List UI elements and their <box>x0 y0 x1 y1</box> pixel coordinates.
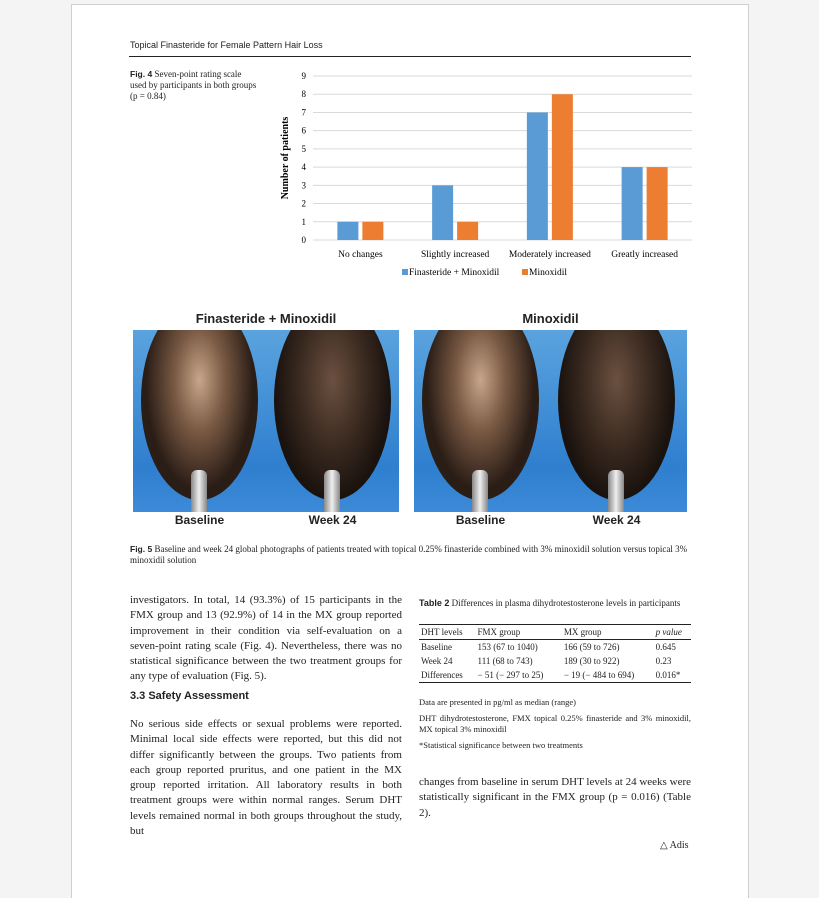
table-cell: − 51 (− 297 to 25) <box>477 670 544 680</box>
y-tick-label: 9 <box>302 71 307 81</box>
table2-caption: Table 2 Differences in plasma dihydrotes… <box>419 598 691 609</box>
bar-finasteride-minoxidil <box>621 167 643 240</box>
table-cell: Week 24 <box>421 656 453 666</box>
table-header: MX group <box>563 627 602 637</box>
bar-minoxidil <box>457 221 479 240</box>
x-tick-label: Slightly increased <box>421 250 490 260</box>
fig5-group-right-title: Minoxidil <box>522 311 579 326</box>
y-tick-label: 8 <box>302 89 307 99</box>
table-row: Week 24 111 (68 to 743) 189 (30 to 922) 0.2… <box>419 654 691 668</box>
y-tick-label: 7 <box>302 107 307 117</box>
y-tick-label: 3 <box>302 180 307 190</box>
section-heading: 3.3 Safety Assessment <box>130 690 249 702</box>
table2-note-1: Data are presented in pg/ml as median (r… <box>419 697 576 707</box>
table-row: Baseline 153 (67 to 1040) 166 (59 to 726) 0… <box>419 640 691 655</box>
legend-swatch <box>522 269 528 275</box>
y-tick-label: 0 <box>302 235 307 245</box>
photo-label: Week 24 <box>308 513 357 527</box>
table2-note-3: *Statistical significance between two tr… <box>419 740 583 750</box>
y-tick-label: 4 <box>302 162 307 172</box>
running-title: Topical Finasteride for Female Pattern H… <box>130 40 323 50</box>
bar-finasteride-minoxidil <box>337 221 359 240</box>
legend-label: Finasteride + Minoxidil <box>409 268 500 278</box>
bar-minoxidil <box>646 167 668 240</box>
photo-fmx-baseline <box>133 330 266 512</box>
bar-minoxidil <box>362 221 384 240</box>
header-rule <box>129 56 691 57</box>
fig4-caption: Fig. 4 Seven-point rating scale used by … <box>130 69 260 102</box>
table-header: DHT levels <box>421 627 463 637</box>
photo-mx-baseline <box>414 330 550 512</box>
y-tick-label: 2 <box>302 199 307 209</box>
photo-label: Baseline <box>455 513 506 527</box>
fig5-caption: Fig. 5 Baseline and week 24 global photo… <box>130 544 692 566</box>
bar-finasteride-minoxidil <box>526 112 548 240</box>
photo-label: Baseline <box>174 513 225 527</box>
bar-minoxidil <box>551 94 573 240</box>
fig4-label: Fig. 4 <box>130 69 153 79</box>
x-tick-label: Moderately increased <box>509 250 591 260</box>
table-cell: Differences <box>421 670 463 680</box>
fig5-label: Fig. 5 <box>130 544 153 554</box>
table-header: FMX group <box>477 627 521 637</box>
y-axis-label: Number of patients <box>280 117 291 200</box>
table-cell: 0.645 <box>655 642 676 652</box>
adis-logo-text: Adis <box>669 840 689 851</box>
table-cell: 0.23 <box>655 656 672 666</box>
table-row: Differences − 51 (− 297 to 25) − 19 (− 484… <box>419 668 691 683</box>
y-tick-label: 5 <box>302 144 307 154</box>
table-cell: − 19 (− 484 to 694) <box>563 670 635 680</box>
table-cell: 166 (59 to 726) <box>563 642 620 652</box>
table-cell: 153 (67 to 1040) <box>477 642 538 652</box>
table2-caption-text: Differences in plasma dihydrotestosteron… <box>451 598 681 608</box>
table-cell: 189 (30 to 922) <box>563 656 620 666</box>
table2: DHT levels FMX group MX group p value Basel… <box>419 624 691 683</box>
photo-label: Week 24 <box>592 513 641 527</box>
adis-logo: △ Adis <box>660 840 689 851</box>
photo-fmx-week24 <box>266 330 399 512</box>
legend-swatch <box>402 269 408 275</box>
fig4-bar-chart: 0 1 2 3 4 5 6 7 8 9 Number of patients No changes Sl… <box>280 71 692 278</box>
left-paragraph-2: No serious side effects or sexual proble… <box>130 718 402 838</box>
legend-label: Minoxidil <box>529 268 567 278</box>
y-tick-label: 6 <box>302 126 307 136</box>
bar-finasteride-minoxidil <box>432 185 454 240</box>
table2-note-2: DHT dihydrotestosterone, FMX topical 0.2… <box>419 713 691 734</box>
table2-label: Table 2 <box>419 598 450 608</box>
table-header: p value <box>655 627 682 637</box>
fig5-caption-text: Baseline and week 24 global photographs … <box>130 544 688 565</box>
table-cell: 111 (68 to 743) <box>477 656 533 666</box>
photo-mx-week24 <box>550 330 687 512</box>
left-paragraph-1: investigators. In total, 14 (93.3%) of 1… <box>130 594 402 683</box>
y-tick-label: 1 <box>302 217 307 227</box>
x-tick-label: No changes <box>338 250 383 260</box>
fig5-group-left-title: Finasteride + Minoxidil <box>195 311 337 326</box>
table-cell: Baseline <box>421 642 452 652</box>
table-cell: 0.016* <box>655 670 681 680</box>
fig4-caption-text: Seven-point rating scale used by partici… <box>130 69 257 101</box>
x-tick-label: Greatly increased <box>611 250 678 260</box>
right-paragraph: changes from baseline in serum DHT level… <box>419 776 691 819</box>
